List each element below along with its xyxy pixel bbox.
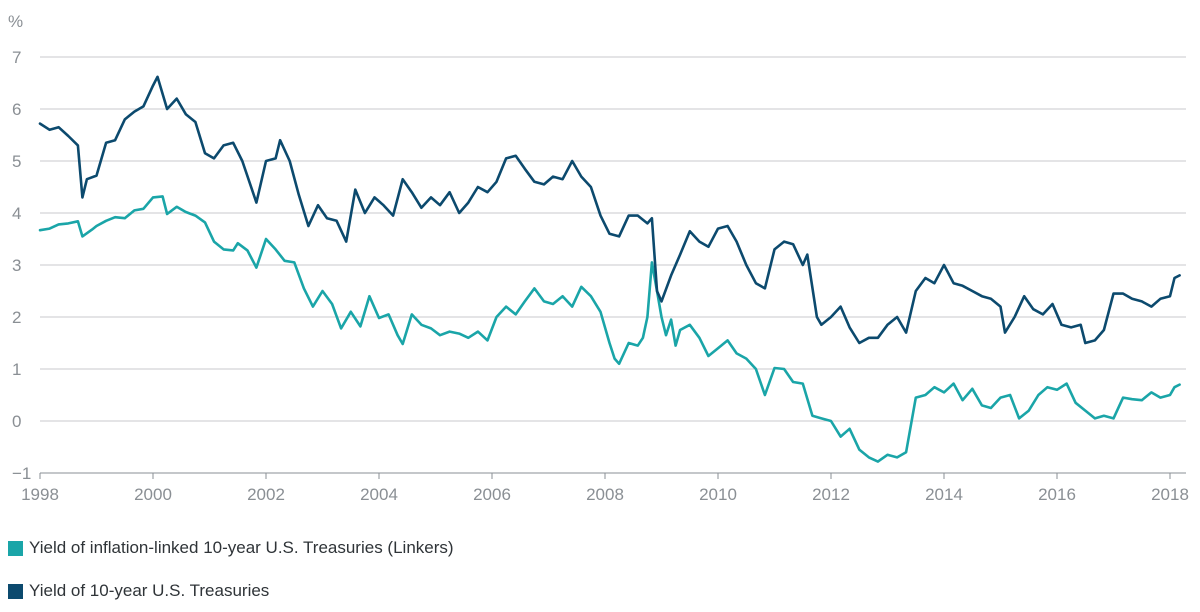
x-tick-labels: 1998 2000 2002 2004 2006 2008 2010 2012 2014 2016… xyxy=(21,473,1189,504)
legend-label-linkers: Yield of inflation-linked 10-year U.S. T… xyxy=(29,538,454,557)
x-tick-label: 2014 xyxy=(925,485,963,504)
legend-swatch-treasuries xyxy=(8,583,23,599)
y-tick-label: 0 xyxy=(12,412,21,431)
x-tick-label: 2006 xyxy=(473,485,511,504)
y-tick-label: 2 xyxy=(12,308,21,327)
y-tick-label: 3 xyxy=(12,256,21,275)
x-tick-label: 2016 xyxy=(1038,485,1076,504)
series-lines xyxy=(38,75,1181,463)
y-tick-label: 7 xyxy=(12,48,21,67)
x-tick-label: 2018 xyxy=(1151,485,1189,504)
series-line-linkers xyxy=(38,195,1181,463)
legend-swatch-linkers xyxy=(8,540,23,556)
x-tick-label: 2004 xyxy=(360,485,398,504)
legend-label-treasuries: Yield of 10-year U.S. Treasuries xyxy=(29,581,270,600)
x-tick-label: 2012 xyxy=(812,485,850,504)
y-axis-unit-label: % xyxy=(8,12,23,31)
y-tick-label: 5 xyxy=(12,152,21,171)
x-tick-label: 2008 xyxy=(586,485,624,504)
y-tick-label: 6 xyxy=(12,100,21,119)
x-tick-label: 2000 xyxy=(134,485,172,504)
x-tick-label: 1998 xyxy=(21,485,59,504)
legend-item-linkers: Yield of inflation-linked 10-year U.S. T… xyxy=(8,538,454,558)
y-tick-label: 1 xyxy=(12,360,21,379)
legend-item-treasuries: Yield of 10-year U.S. Treasuries xyxy=(8,581,269,601)
series-line-treasuries xyxy=(38,75,1181,345)
y-gridlines xyxy=(40,56,1186,474)
y-tick-label: 4 xyxy=(12,204,21,223)
y-tick-labels: −1 0 1 2 3 4 5 6 7 xyxy=(12,48,31,483)
x-tick-label: 2002 xyxy=(247,485,285,504)
y-tick-label: −1 xyxy=(12,464,31,483)
x-tick-label: 2010 xyxy=(699,485,737,504)
